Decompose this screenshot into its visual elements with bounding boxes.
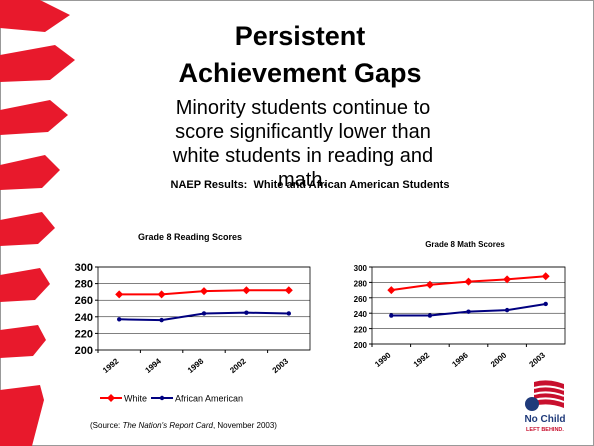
point (159, 317, 164, 323)
point (286, 311, 291, 316)
chart-title: Grade 8 Reading Scores (138, 232, 242, 242)
y-tick-label: 240 (75, 312, 93, 324)
logo: No Child LEFT BEHIND. (524, 380, 566, 433)
x-tick-label: 1998 (186, 356, 206, 375)
slide-title: Persistent Achievement Gaps (178, 21, 422, 88)
point (541, 272, 550, 281)
y-tick-label: 300 (354, 264, 368, 273)
source-suffix: , November 2003) (212, 421, 277, 430)
point (159, 395, 165, 401)
point (466, 309, 471, 314)
x-tick-label: 2003 (528, 350, 548, 369)
source-title: The Nation's Report Card (122, 421, 213, 430)
point (201, 311, 207, 316)
point (427, 313, 433, 318)
x-tick-label: 2000 (489, 350, 509, 369)
y-tick-label: 200 (354, 341, 368, 350)
point (387, 286, 396, 295)
y-tick-label: 300 (75, 262, 93, 274)
point (504, 307, 510, 313)
point (157, 290, 166, 299)
point (244, 310, 249, 315)
y-tick-label: 280 (354, 279, 368, 288)
point (115, 290, 124, 299)
x-tick-label: 1994 (143, 356, 163, 375)
logo-text: No Child (524, 414, 565, 425)
plot-area (97, 266, 311, 351)
y-tick-label: 220 (75, 328, 93, 340)
point (117, 317, 122, 322)
point (284, 286, 293, 295)
y-tick-label: 220 (354, 326, 368, 335)
x-tick-label: 2002 (228, 356, 248, 375)
legend-label: White (124, 394, 147, 404)
point (543, 301, 548, 307)
point (425, 280, 434, 289)
y-tick-label: 240 (354, 310, 368, 319)
chart-title: Grade 8 Math Scores (425, 240, 505, 249)
y-tick-label: 200 (75, 345, 93, 357)
slide-subtitle: Minority students continue to score sign… (172, 97, 434, 191)
legend-label: African American (175, 394, 243, 404)
x-tick-label: 1996 (450, 350, 470, 369)
source-prefix: (Source: (90, 421, 123, 430)
x-tick-label: 1990 (373, 350, 393, 369)
point (242, 286, 251, 295)
x-tick-label: 1992 (101, 356, 121, 375)
point (464, 277, 473, 286)
y-tick-label: 260 (354, 295, 368, 304)
x-tick-label: 1992 (412, 350, 432, 369)
chart-heading: NAEP Results: White and African American… (170, 179, 450, 191)
y-tick-label: 260 (75, 295, 93, 307)
point (389, 313, 394, 318)
point (107, 394, 115, 402)
x-tick-label: 2003 (271, 356, 291, 375)
point (503, 275, 512, 284)
source: (Source: The Nation's Report Card, Novem… (90, 421, 277, 430)
logo-flag (525, 380, 565, 411)
stripes (0, 0, 75, 446)
y-tick-label: 280 (75, 279, 93, 291)
point (200, 287, 208, 296)
logo-subtext: LEFT BEHIND. (526, 427, 564, 433)
